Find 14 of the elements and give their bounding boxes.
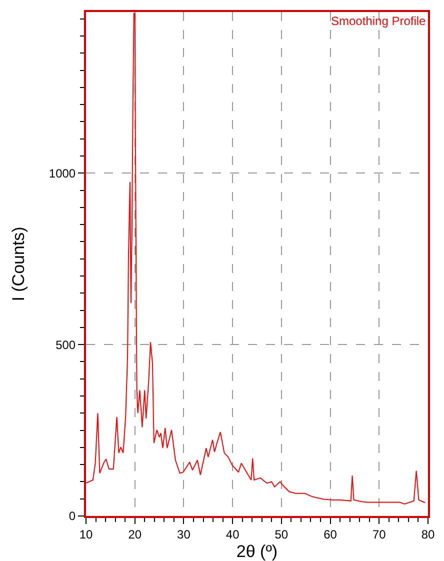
- x-tick-label: 30: [177, 527, 191, 542]
- x-tick-label: 70: [372, 527, 386, 542]
- y-tick-label: 500: [56, 338, 76, 352]
- x-tick-label: 40: [226, 527, 240, 542]
- y-tick-label: 0: [68, 509, 76, 524]
- x-tick-label: 80: [421, 527, 435, 542]
- x-tick-label: 50: [274, 527, 288, 542]
- x-tick-label: 20: [128, 527, 142, 542]
- x-tick-label: 60: [324, 527, 338, 542]
- x-tick-label: 10: [79, 527, 93, 542]
- x-axis-title: 2θ (º): [236, 542, 278, 561]
- text: Smoothing Profile: [331, 14, 426, 28]
- y-tick-label: 1000: [48, 166, 76, 180]
- y-axis-title: I (Counts): [8, 226, 28, 302]
